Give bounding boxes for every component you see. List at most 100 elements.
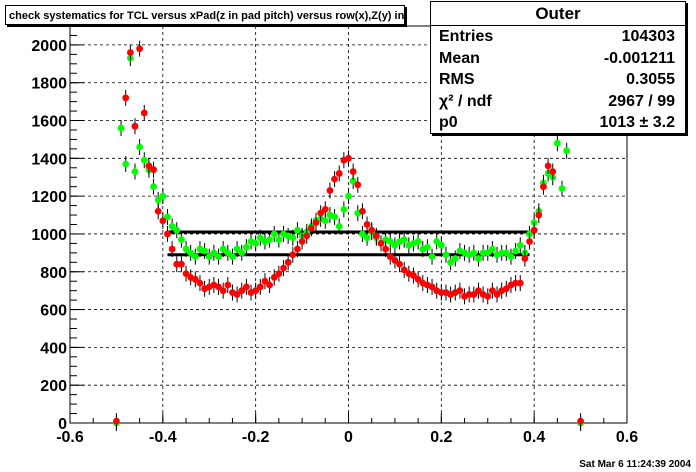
- stats-value: 0.3055: [626, 71, 675, 88]
- data-point: [535, 211, 543, 219]
- data-point: [261, 277, 269, 285]
- data-point: [414, 238, 422, 245]
- stats-row-mean: Mean -0.001211: [431, 48, 685, 70]
- data-point: [410, 272, 417, 279]
- x-tick-label: -0.4: [149, 429, 177, 446]
- y-tick-label: 1400: [31, 151, 67, 168]
- y-tick-label: 800: [40, 265, 67, 282]
- stats-label: χ² / ndf: [439, 92, 492, 110]
- data-point: [280, 264, 287, 272]
- data-point: [252, 240, 260, 247]
- data-point: [521, 255, 529, 262]
- data-point: [428, 283, 436, 291]
- data-point: [159, 217, 167, 225]
- data-point: [164, 230, 171, 238]
- data-point: [382, 245, 390, 253]
- data-point: [298, 238, 306, 245]
- data-point: [205, 253, 213, 261]
- data-point: [475, 287, 482, 295]
- data-point: [113, 417, 120, 425]
- data-point: [437, 241, 445, 249]
- axis-layer: -0.6 -0.4 -0.2 0 0.2 0.4 0.6 0 200 400 600 800 1000 1…: [31, 25, 638, 446]
- data-point: [294, 226, 301, 234]
- data-point: [270, 274, 278, 281]
- data-point: [122, 94, 130, 102]
- data-point: [215, 253, 222, 261]
- data-point: [475, 255, 482, 262]
- data-point: [433, 238, 441, 245]
- data-point: [187, 249, 195, 257]
- data-point: [140, 109, 148, 117]
- y-tick-label: 200: [40, 378, 67, 395]
- data-point: [256, 283, 264, 291]
- data-point: [242, 283, 250, 291]
- data-point: [484, 292, 492, 300]
- data-point: [117, 124, 125, 132]
- stats-value: 2967 / 99: [608, 92, 675, 110]
- stats-row-chi2: χ² / ndf 2967 / 99: [431, 91, 685, 113]
- data-point: [386, 238, 394, 245]
- stats-row-p0: p0 1013 ± 3.2: [431, 112, 685, 134]
- data-point: [303, 232, 311, 240]
- data-point: [424, 243, 431, 251]
- data-point: [256, 234, 264, 242]
- data-point: [563, 147, 571, 155]
- data-point: [577, 417, 584, 425]
- data-point: [145, 162, 153, 170]
- data-point: [470, 249, 478, 257]
- data-point: [359, 207, 366, 215]
- data-point: [391, 257, 399, 264]
- data-point: [359, 230, 366, 238]
- y-tick-label: 1800: [31, 76, 67, 93]
- data-point: [502, 285, 510, 293]
- stats-label: RMS: [439, 71, 475, 88]
- data-point: [493, 291, 501, 298]
- data-point: [312, 219, 320, 227]
- data-point: [442, 251, 450, 259]
- data-point: [372, 232, 380, 240]
- data-point: [349, 168, 357, 175]
- data-point: [219, 287, 227, 295]
- stats-row-rms: RMS 0.3055: [431, 69, 685, 91]
- data-point: [201, 247, 209, 255]
- x-tick-label: 0.2: [430, 429, 452, 446]
- data-point: [377, 240, 385, 247]
- data-point: [238, 287, 246, 295]
- data-point: [307, 224, 315, 232]
- data-point: [386, 253, 394, 261]
- data-point: [266, 236, 273, 244]
- x-tick-label: 0: [344, 429, 353, 446]
- data-point: [331, 213, 338, 221]
- stats-value: 1013 ± 3.2: [599, 114, 675, 131]
- data-point: [233, 291, 241, 298]
- data-point: [414, 275, 422, 283]
- data-point: [140, 156, 148, 164]
- data-point: [530, 226, 538, 234]
- data-point: [363, 221, 371, 228]
- data-point: [252, 287, 260, 295]
- y-tick-label: 1200: [31, 189, 67, 206]
- x-tick-label: 0.6: [616, 429, 638, 446]
- data-point: [219, 245, 227, 253]
- stats-value: 104303: [621, 28, 675, 45]
- data-point: [136, 45, 144, 53]
- data-point: [502, 249, 510, 257]
- stats-name: Outer: [431, 2, 685, 26]
- data-point: [196, 279, 204, 287]
- y-tick-label: 2000: [31, 38, 67, 55]
- stats-row-entries: Entries 104303: [431, 26, 685, 48]
- data-point: [150, 166, 157, 174]
- data-point: [456, 287, 464, 295]
- data-point: [349, 177, 357, 185]
- timestamp: Sat Mar 6 11:24:39 2004: [579, 459, 691, 470]
- data-point: [321, 217, 329, 225]
- data-point: [428, 253, 436, 261]
- data-point: [345, 154, 352, 162]
- data-point: [507, 253, 515, 261]
- stats-label: p0: [439, 114, 458, 131]
- data-point: [354, 181, 362, 189]
- stats-value: -0.001211: [603, 49, 675, 67]
- data-point: [331, 175, 338, 183]
- data-point: [294, 245, 301, 253]
